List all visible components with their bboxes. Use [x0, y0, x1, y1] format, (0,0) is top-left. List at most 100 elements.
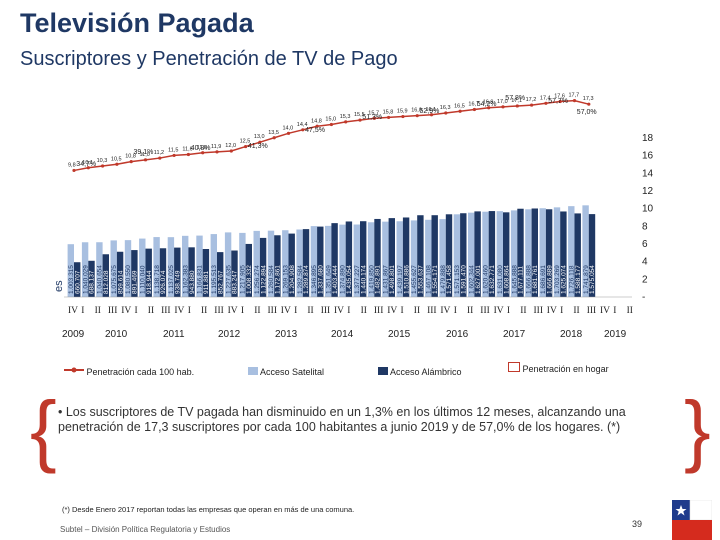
x-tick-quarter: II — [627, 306, 633, 316]
x-tick-quarter: I — [560, 306, 563, 316]
bar-alambrico-label: 1.627.001 — [475, 265, 482, 294]
x-tick-year: 2016 — [446, 329, 469, 340]
x-tick-quarter: IV — [440, 306, 450, 316]
bar-alambrico-label: 1.289.874 — [303, 265, 310, 294]
penetration-point-label: 17,2 — [526, 97, 537, 103]
x-tick-quarter: III — [427, 306, 437, 316]
bar-alambrico — [431, 215, 438, 297]
penetration-point-label: 13,0 — [254, 134, 265, 140]
bar-alambrico — [588, 214, 596, 297]
penetration-point-label: 16,7 — [468, 101, 479, 107]
x-tick-quarter: I — [81, 306, 84, 316]
x-tick-quarter: III — [108, 306, 118, 316]
bar-satelital-label: 1.166.831 — [197, 265, 204, 294]
x-tick-quarter: IV — [547, 306, 557, 316]
subscribers-chart: 1.003.315 660.707 1.040.029 688.137 1.040.65… — [53, 93, 654, 340]
bar-alambrico — [488, 211, 496, 297]
penetration-point — [229, 149, 233, 153]
bar-satelital-label: 1.645.888 — [511, 265, 518, 294]
summary-note: • Los suscriptores de TV pagada han dism… — [58, 405, 626, 434]
bar-alambrico-label: 1.571.458 — [446, 265, 453, 294]
penetration-point — [129, 160, 133, 164]
bar-satelital — [81, 242, 89, 297]
penetration-point-label: 17,4 — [540, 95, 551, 101]
penetration-point-label: 13,5 — [268, 130, 279, 136]
x-tick-year: 2013 — [275, 329, 298, 340]
x-tick-quarter: II — [95, 306, 101, 316]
household-penetration-label: 57,0% — [577, 109, 597, 116]
y-tick-label: 12 — [642, 186, 654, 197]
x-tick-quarter: I — [135, 306, 138, 316]
bar-alambrico-label: 1.403.444 — [332, 265, 339, 294]
legend-line: Penetración cada 100 hab. — [64, 365, 194, 377]
bar-satelital-label: 1.419.850 — [368, 265, 375, 294]
bar-alambrico — [503, 212, 510, 297]
x-tick-year: 2018 — [560, 329, 583, 340]
penetration-point — [515, 104, 519, 108]
bar-alambrico-label: 943.880 — [189, 270, 196, 294]
x-tick-quarter: III — [268, 306, 278, 316]
bar-satelital — [210, 234, 217, 297]
y-tick-label: 8 — [642, 221, 648, 232]
penetration-point-label: 15,0 — [325, 117, 336, 123]
bar-alambrico-label: 812.028 — [103, 270, 110, 294]
bar-alambrico — [545, 209, 553, 297]
bar-satelital-label: 1.431.867 — [383, 265, 390, 294]
penetration-point-label: 16,3 — [440, 105, 451, 111]
x-tick-year: 2011 — [163, 329, 185, 340]
penetration-point-label: 14,0 — [283, 125, 294, 131]
bar-alambrico — [116, 251, 124, 297]
bar-satelital — [96, 242, 103, 297]
bar-satelital — [425, 219, 432, 297]
x-tick-quarter: III — [534, 306, 544, 316]
bar-satelital — [224, 232, 232, 297]
bar-satelital-label: 1.075.675 — [111, 265, 118, 294]
bar-alambrico — [460, 213, 467, 297]
x-tick-quarter: III — [161, 306, 171, 316]
legend-alambrico: Acceso Alámbrico — [378, 367, 462, 377]
penetration-point — [258, 140, 262, 144]
bar-satelital — [239, 232, 246, 297]
penetration-point — [172, 153, 176, 158]
bar-alambrico — [259, 237, 267, 297]
x-tick-quarter: III — [480, 306, 490, 316]
penetration-point — [244, 144, 248, 149]
penetration-point-label: 10,3 — [97, 158, 108, 164]
x-tick-quarter: IV — [121, 306, 131, 316]
penetration-point — [372, 116, 376, 120]
bar-satelital-label: 1.467.108 — [426, 265, 433, 294]
bar-satelital-label: 1.138.718 — [154, 265, 161, 294]
bar-alambrico — [517, 208, 524, 297]
bar-satelital-label: 1.351.649 — [325, 265, 332, 294]
bar-satelital-label: 1.479.888 — [440, 265, 447, 294]
bar-satelital-label: 1.374.890 — [340, 265, 347, 294]
bar-alambrico-label: 926.074 — [160, 270, 167, 294]
penetration-point-label: 10,8 — [125, 154, 136, 160]
bar-satelital-label: 1.703.269 — [554, 265, 561, 294]
penetration-point-label: 12,5 — [240, 139, 251, 145]
penetration-point-label: 16,0 — [411, 108, 422, 114]
x-tick-quarter: IV — [281, 306, 291, 316]
household-penetration-label: 47,5% — [305, 127, 325, 134]
bar-satelital — [310, 226, 318, 297]
penetration-point — [358, 118, 362, 122]
penetration-point-label: 11,0 — [140, 152, 150, 158]
penetration-point-label: 11,5 — [168, 147, 178, 153]
bar-alambrico-label: 688.137 — [89, 270, 96, 294]
legend-satelital-swatch — [248, 367, 258, 375]
bar-alambrico — [345, 221, 353, 297]
penetration-line — [73, 99, 589, 172]
legend-hogar: Penetración en hogar — [508, 362, 609, 374]
bar-alambrico — [131, 250, 138, 297]
penetration-point — [201, 151, 205, 155]
bar-alambrico — [288, 233, 295, 297]
household-penetration-label: 57,8% — [505, 95, 525, 102]
bar-alambrico — [360, 221, 367, 297]
x-tick-year: 2009 — [62, 329, 85, 340]
bar-satelital — [382, 221, 389, 297]
bar-alambrico — [374, 218, 381, 297]
x-tick-quarter: II — [307, 306, 313, 316]
penetration-point-label: 11,6 — [182, 147, 192, 153]
household-penetration-label: 51,3% — [362, 114, 382, 121]
bar-alambrico-label: 1.608.864 — [503, 265, 510, 294]
